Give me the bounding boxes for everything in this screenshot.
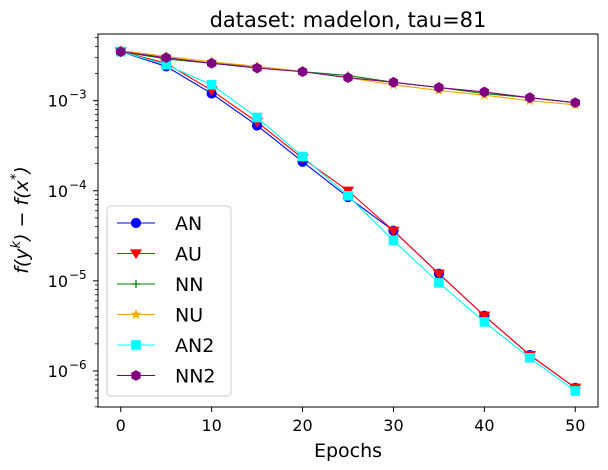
data-point-au	[387, 226, 400, 237]
legend-marker	[131, 370, 141, 381]
data-point-nn2	[206, 57, 217, 69]
legend-marker	[130, 308, 142, 320]
legend: AN AU NN NU AN2 NN2	[106, 205, 232, 397]
legend-marker	[132, 280, 140, 288]
data-point-an2	[297, 151, 308, 162]
data-point-an2	[525, 352, 535, 363]
legend-label: AU	[175, 244, 202, 266]
data-point-nn2	[388, 76, 399, 88]
data-point-an2	[479, 317, 490, 327]
y-axis-label-part: )	[11, 166, 33, 175]
x-tick-label: 0	[116, 416, 126, 435]
plot-markers	[114, 44, 582, 396]
data-point-nn2	[343, 72, 353, 84]
legend-item-au: AU	[117, 244, 202, 266]
y-tick-exponent: −5	[69, 268, 87, 282]
data-point-nn2	[525, 92, 535, 104]
plot-frame	[97, 33, 599, 408]
y-axis-label-sup: *	[9, 173, 24, 180]
y-tick-label: 10	[48, 92, 68, 111]
data-point-nn2	[116, 46, 126, 58]
x-tick-label: 20	[292, 416, 312, 435]
data-point-au	[432, 269, 446, 280]
legend-label: AN	[175, 213, 202, 235]
legend-label: NN2	[175, 366, 216, 388]
x-tick-label: 30	[383, 416, 403, 435]
y-tick-exponent: −3	[69, 88, 87, 102]
legend-marker	[130, 217, 142, 229]
data-point-nn2	[570, 97, 580, 109]
data-point-an2	[388, 235, 399, 246]
data-point-an2	[343, 190, 353, 201]
data-point-nn2	[161, 52, 171, 64]
legend-item-nu: NU	[117, 305, 203, 327]
x-tick-label: 50	[565, 416, 585, 435]
legend-marker	[129, 249, 143, 260]
data-point-an2	[252, 112, 262, 123]
legend-item-an2: AN2	[117, 335, 214, 357]
legend-label: NN	[175, 274, 203, 296]
data-point-nn2	[434, 82, 444, 93]
legend-item-nn2: NN2	[117, 366, 216, 388]
x-tick-label: 10	[201, 416, 221, 435]
data-point-nn2	[479, 86, 490, 98]
y-axis-label: f(yk) − f(x*)	[9, 166, 33, 274]
legend-marker	[131, 340, 141, 350]
y-axis-label-part: f(y	[11, 248, 33, 274]
legend-label: AN2	[175, 335, 214, 357]
y-axis-label-sup: k	[9, 240, 24, 248]
y-tick-exponent: −6	[69, 358, 87, 372]
data-point-au	[478, 311, 491, 322]
data-point-nn2	[252, 62, 262, 74]
chart-title: dataset: madelon, tau=81	[210, 8, 487, 32]
y-tick-label: 10	[48, 362, 68, 381]
x-tick-label: 40	[474, 416, 494, 435]
y-tick-label: 10	[48, 182, 68, 201]
y-tick-label: 10	[48, 272, 68, 291]
legend-label: NU	[175, 305, 203, 327]
y-tick-exponent: −4	[69, 178, 87, 192]
data-point-an2	[434, 278, 444, 288]
data-point-an2	[570, 386, 581, 396]
data-point-an2	[206, 80, 217, 90]
x-axis-label: Epochs	[314, 440, 382, 462]
data-point-nn2	[297, 66, 308, 78]
legend-item-nn: NN	[117, 274, 203, 296]
y-axis-label-part: ) − f(x	[11, 179, 33, 243]
legend-item-an: AN	[117, 213, 202, 235]
